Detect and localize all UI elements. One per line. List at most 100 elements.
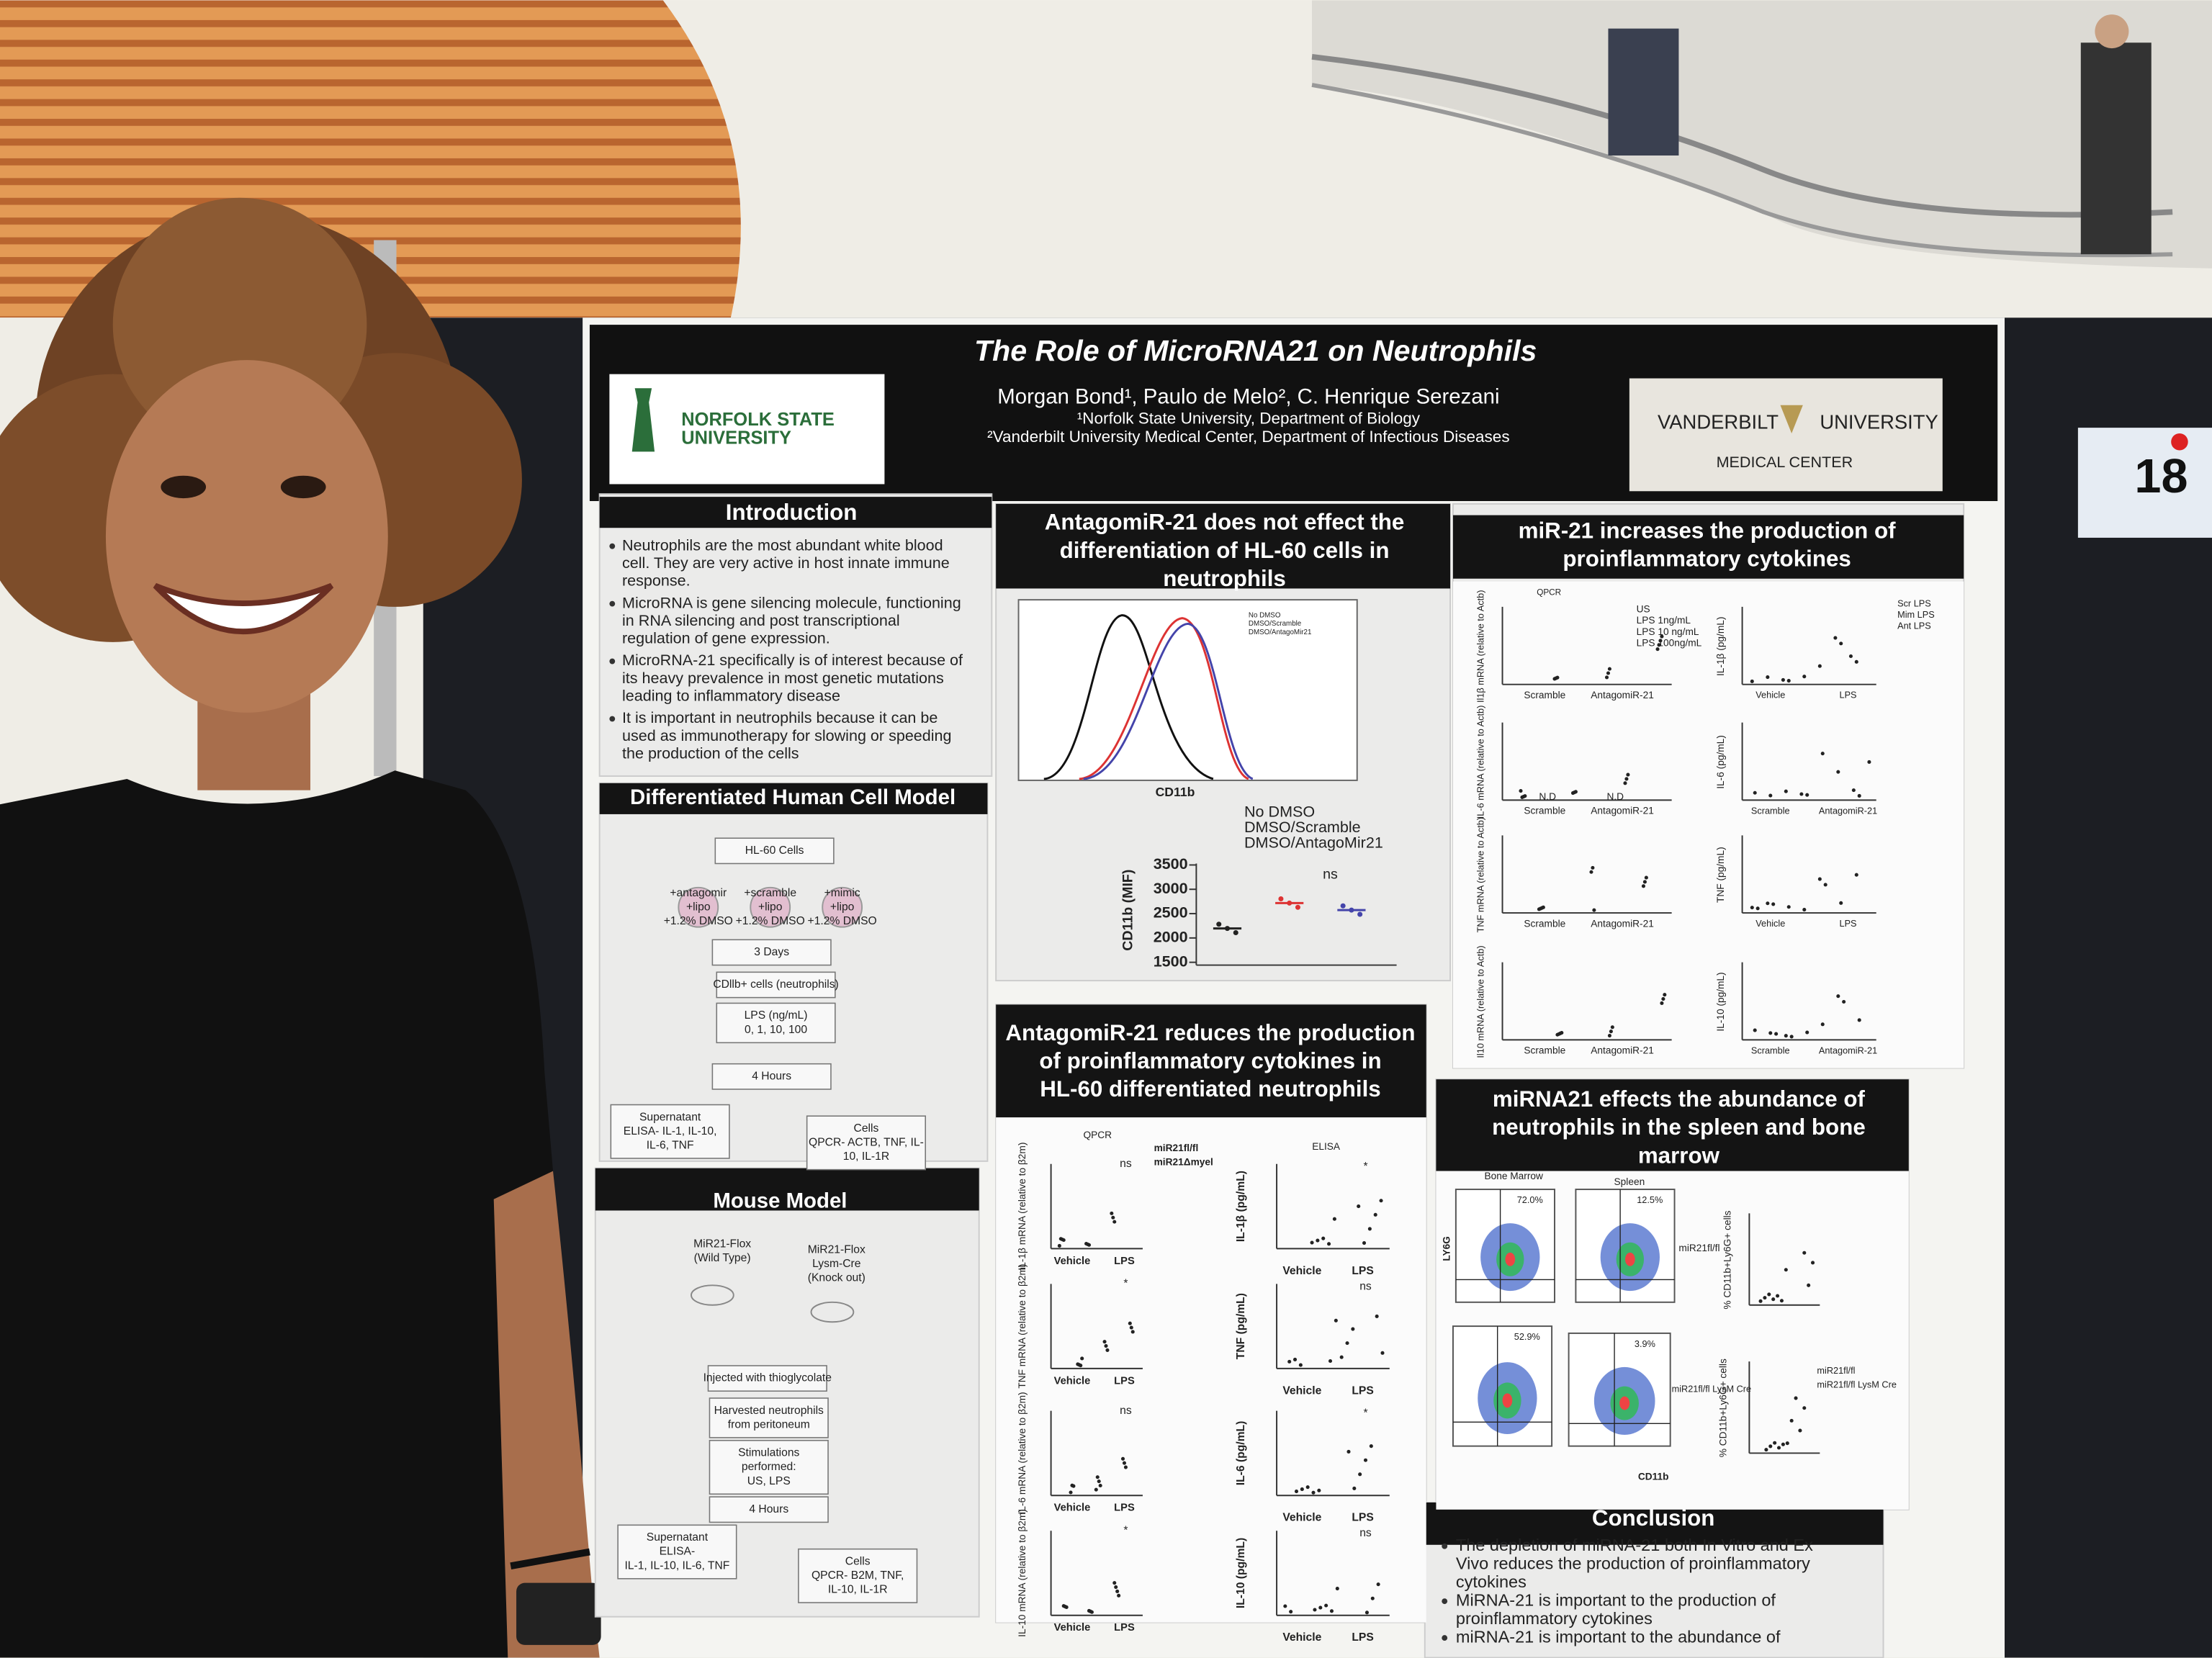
mini-dot — [1768, 1444, 1773, 1449]
mini-dot — [1311, 1490, 1316, 1495]
mini-dot — [1592, 908, 1596, 912]
mini-dot — [1102, 1340, 1107, 1344]
vanderbilt-logo-box — [1629, 378, 1943, 492]
bullet — [1442, 1635, 1448, 1641]
flow-text: IL-10, IL-1R — [828, 1584, 888, 1596]
cell-cluster — [750, 886, 791, 928]
mini-dot — [1607, 667, 1611, 671]
category-label: Scramble — [1524, 806, 1565, 816]
mini-dot — [1294, 1489, 1299, 1494]
mini-dot — [1097, 1479, 1101, 1484]
axis-label: IL-1β (pg/mL) — [1235, 1171, 1247, 1242]
mini-dot — [1848, 654, 1853, 659]
dot — [1278, 896, 1284, 902]
category-label: LPS — [1114, 1375, 1135, 1387]
mini-dot — [1839, 641, 1843, 646]
y-tick-label: 3000 — [1154, 879, 1188, 897]
mini-dot — [1641, 884, 1645, 888]
annotation: * — [1123, 1277, 1128, 1289]
mini-dot — [1776, 1294, 1780, 1298]
mini-dot — [1300, 1487, 1304, 1492]
axis-label: IL-10 (pg/mL) — [1715, 972, 1726, 1031]
mini-dot — [1357, 1204, 1361, 1209]
dot — [1357, 911, 1363, 917]
histogram-curve — [1079, 617, 1249, 780]
panel-label: QPCR — [1537, 587, 1561, 597]
mini-dot — [1802, 675, 1807, 679]
mini-dot — [1661, 997, 1665, 1001]
mini-dot — [1305, 1485, 1310, 1490]
tissue-label: Spleen — [1614, 1176, 1645, 1187]
mini-dot — [1842, 999, 1846, 1004]
mini-dot — [1771, 902, 1776, 906]
mini-dot — [1339, 1355, 1344, 1359]
category-label: AntagomiR-21 — [1591, 690, 1654, 700]
mini-dot — [1094, 1487, 1098, 1492]
mini-dot — [1123, 1465, 1128, 1469]
category-label: LPS — [1840, 690, 1857, 700]
mini-dot — [1606, 671, 1611, 675]
category-label: AntagomiR-21 — [1819, 1045, 1877, 1055]
mini-dot — [1799, 792, 1804, 796]
mini-dot — [1833, 636, 1838, 640]
flow-text: QPCR- ACTB, TNF, IL- — [809, 1137, 924, 1149]
bullet-text: used as immunotherapy for slowing or spe… — [622, 726, 952, 744]
section-title: AntagomiR-21 reduces the production — [1005, 1020, 1415, 1045]
legend-text: DMSO/AntagoMir21 — [1249, 628, 1312, 636]
mini-dot — [1758, 1299, 1763, 1303]
flow-text: Supernatant — [647, 1531, 709, 1544]
mini-dot — [1363, 1458, 1368, 1462]
mini-dot — [1807, 1283, 1811, 1287]
mini-dot — [1591, 865, 1595, 870]
flow-text: 10, IL-1R — [843, 1150, 889, 1163]
balcony — [1311, 0, 2212, 269]
bullet-text: MicroRNA-21 specifically is of interest … — [622, 651, 963, 669]
category-label: Vehicle — [1282, 1384, 1321, 1397]
legend-text: US — [1637, 603, 1650, 614]
mini-dot — [1655, 647, 1660, 652]
gate-label: 52.9% — [1514, 1331, 1540, 1342]
mini-dot — [1120, 1456, 1125, 1461]
mini-dot — [1851, 788, 1856, 793]
mini-dot — [1767, 1292, 1771, 1297]
flow-text: HL-60 Cells — [745, 844, 804, 857]
cell-model-header — [599, 783, 988, 814]
mini-dot — [1364, 1610, 1369, 1615]
mini-dot — [1794, 1396, 1798, 1400]
flow-text: Cells — [854, 1122, 879, 1135]
category-label: LPS — [1840, 918, 1857, 929]
vanderbilt-logo-text: VANDERBILT — [1658, 410, 1779, 433]
mini-dot — [1820, 1022, 1825, 1027]
bullet-text: MicroRNA is gene silencing molecule, fun… — [622, 593, 961, 611]
axis-label: IL-6 mRNA (relative to β2m) — [1017, 1392, 1028, 1514]
flow-box — [716, 1002, 836, 1044]
legend-text: LPS 10 ng/mL — [1637, 626, 1699, 637]
flow-text: +lipo — [758, 901, 783, 913]
mini-dot — [1324, 1603, 1328, 1608]
category-label: Scramble — [1524, 1045, 1565, 1056]
mini-dot — [1069, 1490, 1073, 1495]
category-label: AntagomiR-21 — [1591, 1045, 1654, 1056]
bullet-text: cell. They are very active in host innat… — [622, 554, 950, 572]
mini-dot — [1658, 639, 1663, 643]
conclusion-text: proinflammatory cytokines — [1456, 1609, 1653, 1628]
y-tick-label: 3500 — [1154, 855, 1188, 873]
gate-label: 3.9% — [1635, 1338, 1655, 1349]
category-label: Vehicle — [1054, 1502, 1091, 1514]
mini-dot — [1805, 1030, 1809, 1035]
bullet — [609, 600, 616, 607]
axis-label: % CD11b+Ly6G+ cells — [1722, 1210, 1733, 1309]
authors: Morgan Bond¹, Paulo de Melo², C. Henriqu… — [997, 385, 1499, 409]
mini-dot — [1128, 1321, 1132, 1325]
norfolk-logo-box — [609, 374, 885, 485]
flow-text: +lipo — [830, 901, 855, 913]
mini-dot — [1105, 1348, 1110, 1352]
conclusion-text: cytokines — [1456, 1572, 1527, 1591]
figure-area — [1452, 581, 1964, 1068]
norfolk-logo-text: UNIVERSITY — [681, 428, 791, 449]
axis-label: IL-10 (pg/mL) — [1235, 1538, 1247, 1608]
gate-label: 72.0% — [1517, 1194, 1543, 1205]
axis-label: IL-1β mRNA (relative to β2m) — [1017, 1143, 1028, 1271]
flow-text: Harvested neutrophils — [714, 1405, 824, 1417]
